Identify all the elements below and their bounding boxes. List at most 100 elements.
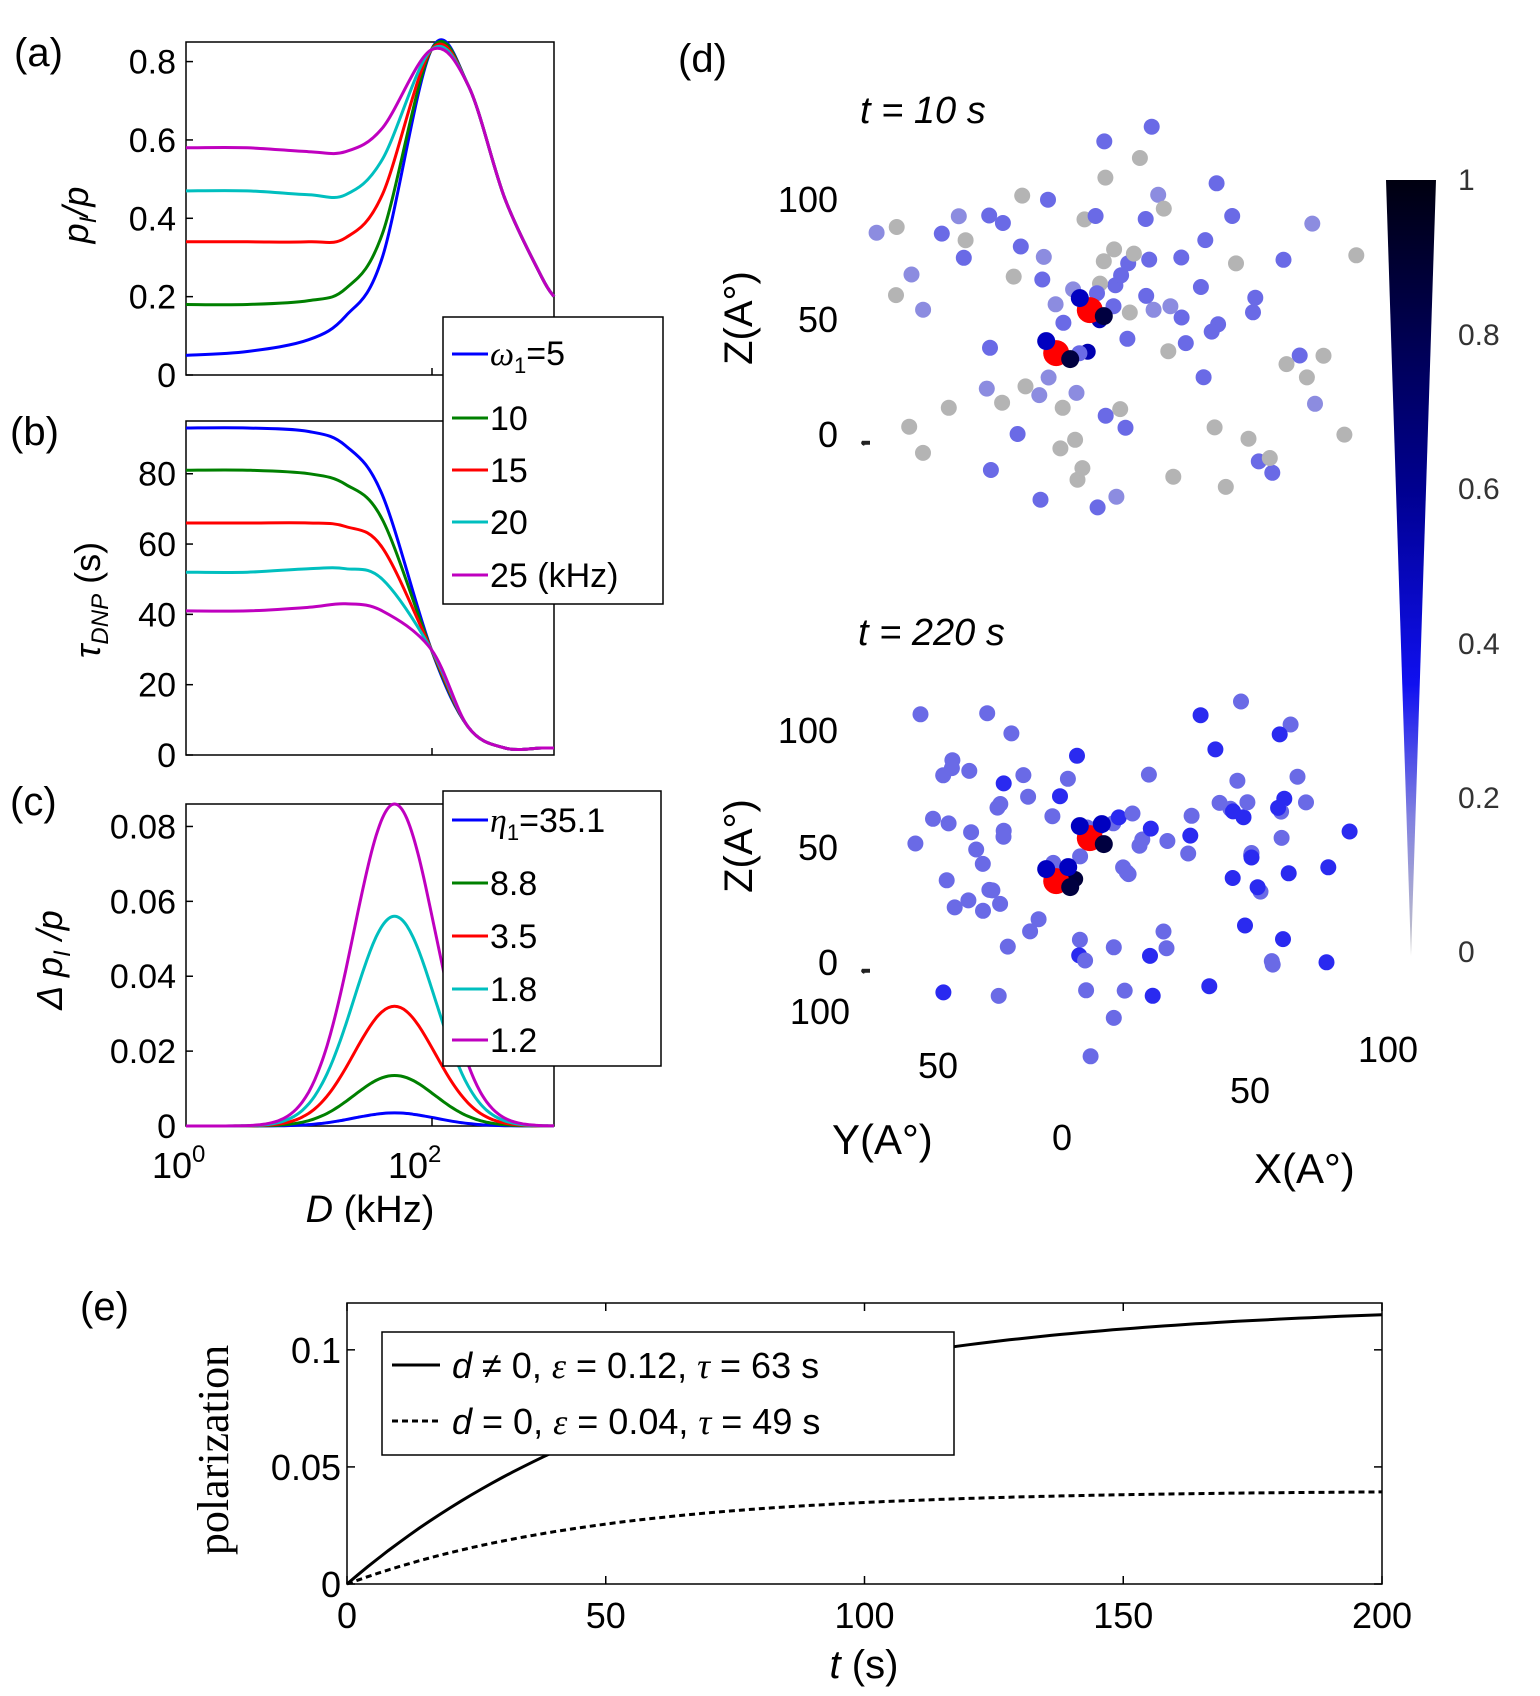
panel-label-b: (b) bbox=[10, 410, 59, 454]
subplot-d1-point bbox=[1137, 211, 1154, 227]
subplot-d1-point bbox=[1089, 285, 1105, 302]
axes-e-xtick-label: 0 bbox=[337, 1595, 357, 1636]
subplot-d1-point bbox=[1206, 419, 1223, 436]
subplot-d2-point bbox=[961, 762, 978, 779]
subplot-d2-point bbox=[1155, 923, 1172, 940]
subplot-d1-title: t = 10 s bbox=[860, 90, 986, 132]
subplot-d2-ytick-50: 50 bbox=[918, 1045, 958, 1086]
subplot-d2-point bbox=[1044, 808, 1061, 825]
axes-e-ylabel: polarization bbox=[189, 1345, 238, 1555]
subplot-d2-point bbox=[1201, 978, 1218, 995]
subplot-d2-point bbox=[1237, 917, 1253, 934]
colorbar-tick-0.6: 0.6 bbox=[1458, 473, 1500, 506]
subplot-d1-point bbox=[903, 266, 920, 283]
subplot-d1-point bbox=[994, 215, 1011, 231]
subplot-d2-point bbox=[1180, 845, 1197, 862]
subplot-d1-point bbox=[940, 399, 957, 416]
subplot-d1-point bbox=[1096, 133, 1113, 150]
colorbar-tick-0.2: 0.2 bbox=[1458, 782, 1500, 815]
subplot-d1-point bbox=[1119, 330, 1136, 347]
subplot-d2-point bbox=[1207, 741, 1224, 758]
axes-c-series bbox=[185, 802, 555, 1128]
subplot-d2-xlabel: X(A°) bbox=[1254, 1145, 1355, 1192]
legend-omega-box bbox=[442, 316, 664, 605]
subplot-d2-point bbox=[907, 835, 924, 852]
subplot-d1-point bbox=[1032, 491, 1049, 508]
axes-e-xlabel: t (s) bbox=[830, 1643, 899, 1687]
subplot-d2-point bbox=[1271, 726, 1288, 743]
subplot-d2-xtick-50: 50 bbox=[1230, 1070, 1270, 1111]
subplot-d2-point-near bbox=[1094, 835, 1113, 854]
subplot-d1-point bbox=[1150, 186, 1167, 203]
axes-c-ytick-label: 0.04 bbox=[110, 958, 176, 996]
subplot-d1-zlabel: Z(A°) bbox=[717, 271, 761, 365]
axes-b-ytick-label: 20 bbox=[138, 667, 176, 705]
legend-omega-entry-5: 25 (kHz) bbox=[490, 557, 618, 595]
subplot-d2-point bbox=[1059, 770, 1076, 787]
subplot-d1-point bbox=[915, 301, 932, 318]
subplot-d2-ytick-100: 100 bbox=[790, 991, 850, 1032]
axes-a-series-10 bbox=[185, 40, 556, 307]
subplot-d2-point bbox=[946, 899, 963, 916]
subplot-d1-point bbox=[957, 232, 974, 249]
subplot-d1-point bbox=[1095, 253, 1112, 270]
subplot-d1-point bbox=[1117, 419, 1134, 436]
subplot-d1-point bbox=[1298, 369, 1315, 386]
subplot-d2-point bbox=[990, 987, 1007, 1004]
subplot-d2-point bbox=[1249, 879, 1266, 896]
colorbar bbox=[1386, 180, 1436, 956]
subplot-d1-point bbox=[1047, 296, 1064, 313]
axes-c-xtick-2: 102 bbox=[388, 1141, 441, 1186]
subplot-d1-point bbox=[1203, 323, 1220, 340]
subplot-d2-point bbox=[935, 984, 952, 1001]
subplot-d2-ztick-100: 100 bbox=[778, 710, 838, 751]
colorbar-tick-1: 1 bbox=[1458, 164, 1475, 197]
subplot-d2-point bbox=[995, 775, 1012, 792]
subplot-d2-point-near bbox=[1070, 817, 1089, 836]
subplot-d2-point bbox=[1341, 823, 1358, 840]
subplot-d1-point bbox=[1143, 118, 1160, 135]
axes-b-ytick-label: 0 bbox=[157, 737, 176, 775]
subplot-d2-xtick-100: 100 bbox=[1358, 1029, 1418, 1070]
subplot-d2-zlabel: Z(A°) bbox=[717, 799, 761, 893]
legend-omega-entry-2: 10 bbox=[490, 400, 528, 438]
subplot-d1-point bbox=[1264, 464, 1281, 481]
subplot-d1-point bbox=[901, 418, 918, 435]
subplot-d1-point bbox=[1089, 499, 1106, 516]
subplot-d2-point bbox=[1270, 799, 1287, 816]
subplot-d1-ztick-0: 0 bbox=[818, 414, 838, 455]
subplot-d2-point bbox=[989, 799, 1006, 816]
axes-a-ytick-label: 0 bbox=[157, 357, 176, 395]
subplot-d2-point bbox=[1110, 809, 1127, 826]
subplot-d1-point-near bbox=[1037, 332, 1056, 351]
subplot-d2-point bbox=[995, 822, 1012, 839]
axes-a-yticks: 0 0.2 0.4 0.6 0.8 bbox=[129, 44, 433, 395]
legend-eta: η1=35.1 8.8 3.5 1.8 1.2 bbox=[442, 790, 662, 1067]
subplot-d2-title: t = 220 s bbox=[858, 612, 1005, 654]
legend-e-entry-1: d ≠ 0, ε = 0.12, τ = 63 s bbox=[452, 1345, 819, 1386]
axes-e-ytick-label: 0.1 bbox=[291, 1330, 341, 1371]
axes-c-series-1.2 bbox=[185, 802, 555, 1128]
legend-eta-title: η1=35.1 bbox=[490, 802, 605, 845]
axes-c-xtick-1: 100 bbox=[152, 1141, 205, 1186]
subplot-d2-point bbox=[1020, 788, 1037, 805]
colorbar-tick-0.8: 0.8 bbox=[1458, 319, 1500, 352]
subplot-d2-point bbox=[979, 705, 996, 722]
axes-b-ylabel: τDNP (s) bbox=[67, 542, 114, 658]
subplot-d1-point bbox=[982, 462, 999, 478]
axes-c-ytick-label: 0 bbox=[157, 1108, 176, 1146]
legend-eta-entry-3: 3.5 bbox=[490, 918, 537, 956]
axes-a-series-5 bbox=[185, 38, 556, 357]
subplot-d2-point bbox=[1118, 864, 1135, 881]
subplot-d1-point bbox=[1097, 407, 1114, 424]
subplot-d2-point bbox=[1022, 923, 1039, 940]
subplot-d1-point bbox=[1155, 200, 1172, 217]
subplot-d1-point bbox=[1141, 251, 1158, 268]
subplot-d2-point bbox=[1282, 716, 1299, 733]
subplot-d2-ylabel: Y(A°) bbox=[832, 1116, 933, 1163]
axes-a-ytick-label: 0.4 bbox=[129, 200, 176, 238]
subplot-d2-ztick-50: 50 bbox=[798, 827, 838, 868]
panel-label-d: (d) bbox=[678, 37, 727, 81]
axes-b-series-25 bbox=[185, 602, 555, 752]
